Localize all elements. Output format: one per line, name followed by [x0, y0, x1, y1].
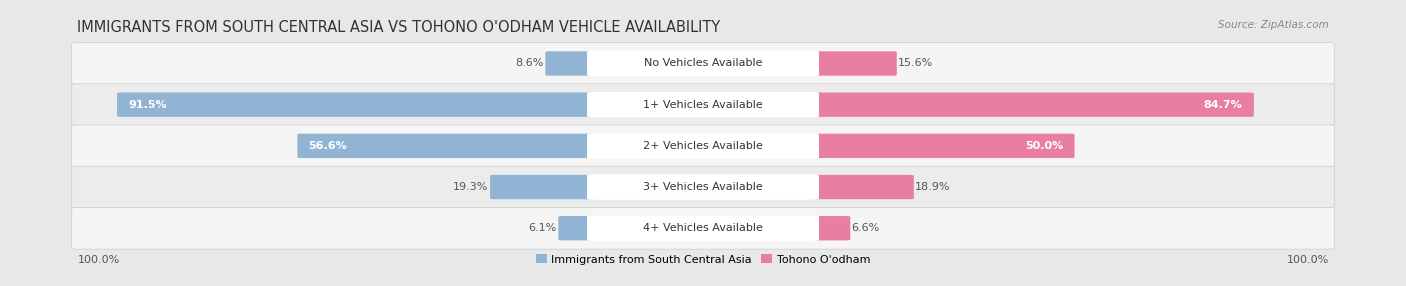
FancyBboxPatch shape	[588, 51, 818, 76]
Text: 2+ Vehicles Available: 2+ Vehicles Available	[643, 141, 763, 151]
FancyBboxPatch shape	[808, 216, 851, 241]
Legend: Immigrants from South Central Asia, Tohono O'odham: Immigrants from South Central Asia, Toho…	[531, 250, 875, 269]
FancyBboxPatch shape	[297, 134, 599, 158]
FancyBboxPatch shape	[808, 175, 914, 199]
Text: 56.6%: 56.6%	[308, 141, 347, 151]
Text: 4+ Vehicles Available: 4+ Vehicles Available	[643, 223, 763, 233]
FancyBboxPatch shape	[72, 43, 1334, 84]
FancyBboxPatch shape	[808, 134, 1074, 158]
FancyBboxPatch shape	[808, 92, 1254, 117]
Text: 6.6%: 6.6%	[852, 223, 880, 233]
FancyBboxPatch shape	[546, 51, 599, 76]
FancyBboxPatch shape	[72, 207, 1334, 249]
FancyBboxPatch shape	[72, 166, 1334, 208]
FancyBboxPatch shape	[588, 174, 818, 200]
Text: 8.6%: 8.6%	[516, 59, 544, 68]
FancyBboxPatch shape	[588, 133, 818, 159]
FancyBboxPatch shape	[491, 175, 599, 199]
Text: IMMIGRANTS FROM SOUTH CENTRAL ASIA VS TOHONO O'ODHAM VEHICLE AVAILABILITY: IMMIGRANTS FROM SOUTH CENTRAL ASIA VS TO…	[77, 20, 721, 35]
Text: No Vehicles Available: No Vehicles Available	[644, 59, 762, 68]
Text: 1+ Vehicles Available: 1+ Vehicles Available	[643, 100, 763, 110]
Text: 18.9%: 18.9%	[915, 182, 950, 192]
FancyBboxPatch shape	[588, 92, 818, 118]
Text: 15.6%: 15.6%	[898, 59, 934, 68]
Text: 19.3%: 19.3%	[453, 182, 489, 192]
FancyBboxPatch shape	[808, 51, 897, 76]
Text: 6.1%: 6.1%	[529, 223, 557, 233]
Text: 84.7%: 84.7%	[1204, 100, 1243, 110]
FancyBboxPatch shape	[558, 216, 599, 241]
Text: 100.0%: 100.0%	[77, 255, 120, 265]
FancyBboxPatch shape	[72, 125, 1334, 167]
Text: 50.0%: 50.0%	[1025, 141, 1063, 151]
FancyBboxPatch shape	[588, 215, 818, 241]
Text: 3+ Vehicles Available: 3+ Vehicles Available	[643, 182, 763, 192]
FancyBboxPatch shape	[72, 84, 1334, 126]
Text: Source: ZipAtlas.com: Source: ZipAtlas.com	[1218, 20, 1329, 30]
FancyBboxPatch shape	[117, 92, 599, 117]
Text: 100.0%: 100.0%	[1286, 255, 1329, 265]
Text: 91.5%: 91.5%	[128, 100, 167, 110]
